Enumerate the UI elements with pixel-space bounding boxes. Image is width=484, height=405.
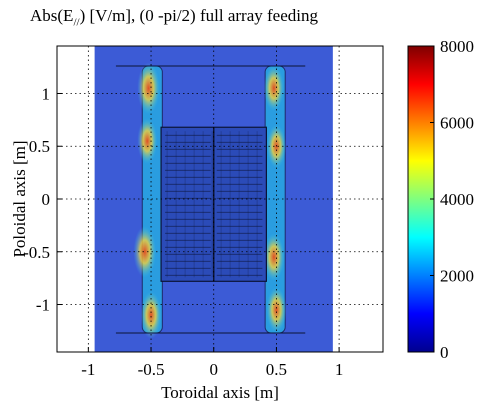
colorbar-tick-label: 4000 [440, 190, 474, 209]
chart-title: Abs(E//) [V/m], (0 -pi/2) full array fee… [30, 6, 318, 29]
x-tick-label: 0.5 [266, 360, 287, 379]
colorbar-tick-label: 8000 [440, 37, 474, 56]
y-tick-label: 0 [42, 190, 51, 209]
colorbar-tick-label: 2000 [440, 267, 474, 286]
hotspot [133, 225, 157, 278]
y-tick-label: -0.5 [23, 243, 50, 262]
hotspot [266, 286, 287, 333]
colorbar [407, 45, 435, 353]
hotspot [137, 118, 158, 164]
hotspots [133, 62, 287, 339]
x-tick-label: 1 [335, 360, 344, 379]
hotspot [263, 65, 284, 112]
y-tick-label: 1 [42, 84, 51, 103]
x-ticks: -1 -0.5 0 0.5 1 [81, 347, 343, 379]
x-axis-label: Toroidal axis [m] [161, 383, 279, 402]
y-ticks: 1 0.5 0 -0.5 -1 [23, 84, 62, 315]
y-tick-label: 0.5 [29, 137, 50, 156]
hotspot [263, 233, 285, 281]
x-tick-label: -1 [81, 360, 95, 379]
colorbar-tick-label: 0 [440, 343, 449, 362]
y-tick-label: -1 [36, 296, 50, 315]
x-tick-label: -0.5 [138, 360, 165, 379]
colorbar-tick-label: 6000 [440, 114, 474, 133]
x-tick-label: 0 [209, 360, 218, 379]
grid [57, 46, 383, 352]
hotspot [137, 62, 160, 115]
hotspot [140, 291, 162, 339]
plot-area [57, 46, 383, 352]
y-axis-label: Poloidal axis [m] [10, 140, 29, 257]
colorbar-ticks: 8000 6000 4000 2000 0 [430, 37, 474, 362]
